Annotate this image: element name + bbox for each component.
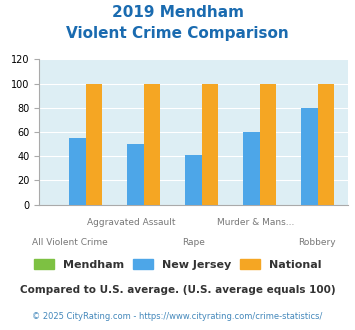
Text: Murder & Mans...: Murder & Mans...: [217, 218, 294, 227]
Bar: [202, 83, 218, 205]
Bar: [69, 138, 86, 205]
Bar: [185, 155, 202, 205]
Bar: [318, 83, 334, 205]
Text: Rape: Rape: [182, 238, 205, 247]
Bar: [86, 83, 102, 205]
Bar: [260, 83, 276, 205]
Text: Robbery: Robbery: [298, 238, 336, 247]
Bar: [127, 144, 143, 205]
Text: Compared to U.S. average. (U.S. average equals 100): Compared to U.S. average. (U.S. average …: [20, 285, 335, 295]
Bar: [143, 83, 160, 205]
Text: Violent Crime Comparison: Violent Crime Comparison: [66, 26, 289, 41]
Text: 2019 Mendham: 2019 Mendham: [111, 5, 244, 20]
Legend: Mendham, New Jersey, National: Mendham, New Jersey, National: [29, 255, 326, 274]
Text: © 2025 CityRating.com - https://www.cityrating.com/crime-statistics/: © 2025 CityRating.com - https://www.city…: [32, 312, 323, 321]
Bar: [244, 132, 260, 205]
Text: All Violent Crime: All Violent Crime: [32, 238, 108, 247]
Bar: [301, 108, 318, 205]
Text: Aggravated Assault: Aggravated Assault: [87, 218, 176, 227]
